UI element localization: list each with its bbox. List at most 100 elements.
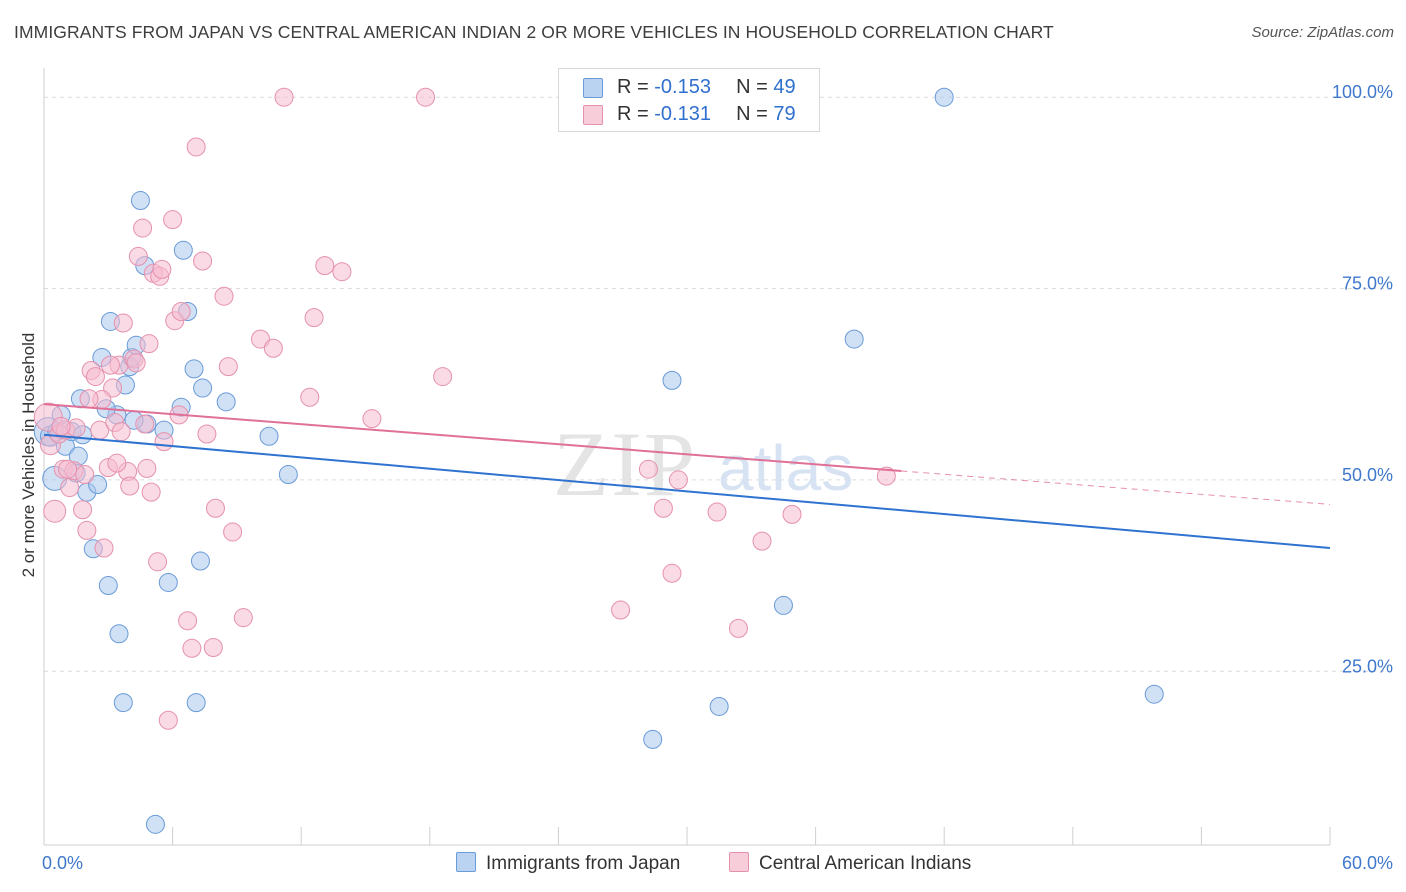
central-american-point bbox=[197, 424, 217, 444]
central-american-point bbox=[250, 329, 270, 349]
trend-layer bbox=[43, 403, 1331, 550]
correlation-legend: R = -0.153 N = 49 R = -0.131 N = 79 bbox=[558, 68, 820, 132]
legend-text-central-american: R = -0.131 N = 79 bbox=[617, 103, 796, 126]
y-tick-label: 100.0% bbox=[1332, 82, 1393, 102]
central-american-point bbox=[416, 87, 436, 107]
y-tick-label: 25.0% bbox=[1342, 656, 1393, 676]
source-credit: Source: ZipAtlas.com bbox=[1251, 24, 1394, 41]
central-american-point bbox=[126, 353, 146, 373]
central-american-point bbox=[139, 334, 159, 354]
central-american-point bbox=[876, 466, 896, 486]
series-name-central-american: Central American Indians bbox=[759, 853, 972, 874]
central-american-point bbox=[653, 498, 673, 518]
japan-point bbox=[216, 392, 236, 412]
central-american-point bbox=[171, 302, 191, 322]
y-axis-title: 2 or more Vehicles in Household bbox=[19, 333, 38, 578]
x-tick-label: 0.0% bbox=[42, 853, 83, 873]
central-american-point bbox=[638, 459, 658, 479]
japan-point bbox=[259, 426, 279, 446]
legend-r-label: R = bbox=[617, 103, 655, 125]
central-american-point bbox=[433, 367, 453, 387]
central-american-point bbox=[128, 246, 148, 266]
x-tick-label: 60.0% bbox=[1342, 853, 1393, 873]
central-american-trend-extension bbox=[901, 470, 1331, 505]
chart-title: IMMIGRANTS FROM JAPAN VS CENTRAL AMERICA… bbox=[14, 22, 1054, 42]
central-american-point bbox=[73, 500, 93, 520]
japan-point bbox=[643, 729, 663, 749]
central-american-point bbox=[193, 251, 213, 271]
axis-layer bbox=[43, 68, 1331, 846]
y-tick-label: 50.0% bbox=[1342, 465, 1393, 485]
central-american-point bbox=[154, 432, 174, 452]
japan-point bbox=[193, 378, 213, 398]
series-legend-central-american[interactable]: Central American Indians bbox=[729, 852, 971, 875]
central-american-point bbox=[300, 387, 320, 407]
central-american-point bbox=[233, 608, 253, 628]
points-layer bbox=[33, 87, 1164, 834]
central-american-point bbox=[263, 338, 283, 358]
legend-n-value: 79 bbox=[773, 103, 796, 125]
japan-point bbox=[158, 572, 178, 592]
japan-point bbox=[190, 551, 210, 571]
japan-point bbox=[709, 696, 729, 716]
central-american-point bbox=[274, 87, 294, 107]
central-american-point bbox=[362, 409, 382, 429]
central-american-point bbox=[205, 498, 225, 518]
japan-point bbox=[88, 474, 108, 494]
central-american-point bbox=[332, 262, 352, 282]
legend-r-label: R = bbox=[617, 76, 655, 98]
central-american-point bbox=[137, 458, 157, 478]
central-american-point bbox=[782, 504, 802, 524]
label-layer: 25.0% 50.0% 75.0% 100.0% 0.0% 60.0% 2 or more … bbox=[19, 82, 1393, 873]
central-american-point bbox=[315, 256, 335, 276]
watermark: ZIP atlas bbox=[553, 413, 853, 515]
japan-point bbox=[934, 87, 954, 107]
central-american-point bbox=[214, 286, 234, 306]
central-american-point bbox=[77, 520, 97, 540]
japan-point bbox=[662, 370, 682, 390]
japan-point bbox=[109, 624, 129, 644]
japan-point bbox=[773, 595, 793, 615]
central-american-point bbox=[662, 563, 682, 583]
watermark-zip: ZIP bbox=[553, 413, 697, 515]
central-american-point bbox=[111, 422, 131, 442]
central-american-point bbox=[135, 414, 155, 434]
legend-r-value: -0.153 bbox=[654, 76, 711, 98]
central-american-point bbox=[223, 522, 243, 542]
central-american-point bbox=[178, 611, 198, 631]
legend-n-label: N = bbox=[736, 76, 774, 98]
japan-point bbox=[145, 814, 165, 834]
central-american-point bbox=[133, 218, 153, 238]
central-american-point bbox=[163, 210, 183, 230]
legend-swatch-japan bbox=[583, 78, 603, 98]
central-american-point bbox=[152, 259, 172, 279]
central-american-point bbox=[728, 618, 748, 638]
central-american-point bbox=[94, 538, 114, 558]
series-swatch-japan bbox=[456, 852, 476, 872]
central-american-point bbox=[85, 367, 105, 387]
series-swatch-central-american bbox=[729, 852, 749, 872]
central-american-point bbox=[752, 531, 772, 551]
central-american-point bbox=[100, 355, 120, 375]
central-american-point bbox=[304, 308, 324, 328]
japan-point bbox=[844, 329, 864, 349]
japan-point bbox=[113, 693, 133, 713]
central-american-point bbox=[60, 478, 80, 498]
japan-point bbox=[1144, 684, 1164, 704]
legend-n-value: 49 bbox=[773, 76, 796, 98]
series-legend-japan[interactable]: Immigrants from Japan bbox=[456, 852, 680, 875]
central-american-point bbox=[611, 600, 631, 620]
watermark-atlas: atlas bbox=[718, 432, 853, 504]
central-american-point bbox=[79, 389, 99, 409]
central-american-point bbox=[158, 710, 178, 730]
central-american-point bbox=[218, 357, 238, 377]
series-name-japan: Immigrants from Japan bbox=[486, 853, 681, 874]
central-american-point bbox=[107, 453, 127, 473]
central-american-point bbox=[148, 552, 168, 572]
central-american-point bbox=[120, 476, 140, 496]
central-american-point bbox=[203, 638, 223, 658]
japan-point bbox=[278, 465, 298, 485]
central-american-point bbox=[51, 416, 71, 436]
japan-point bbox=[184, 359, 204, 379]
